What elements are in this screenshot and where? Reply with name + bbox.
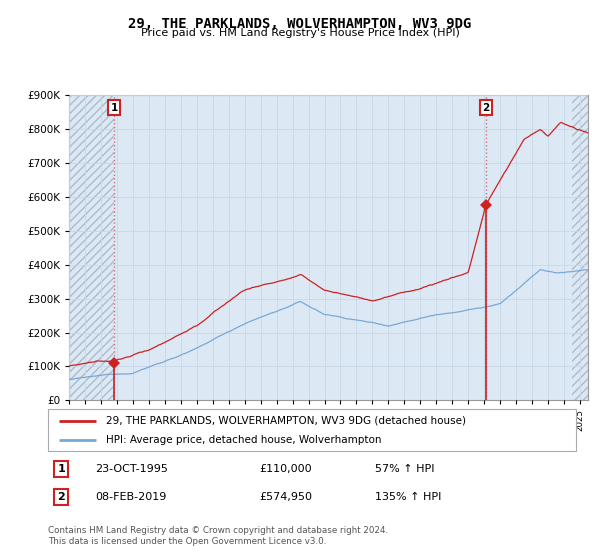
Bar [69, 95, 114, 400]
Text: 1: 1 [58, 464, 65, 474]
Text: Price paid vs. HM Land Registry's House Price Index (HPI): Price paid vs. HM Land Registry's House … [140, 28, 460, 38]
Text: 23-OCT-1995: 23-OCT-1995 [95, 464, 169, 474]
Text: 57% ↑ HPI: 57% ↑ HPI [376, 464, 435, 474]
Text: 2: 2 [482, 103, 490, 113]
Text: Contains HM Land Registry data © Crown copyright and database right 2024.
This d: Contains HM Land Registry data © Crown c… [48, 526, 388, 546]
Text: 135% ↑ HPI: 135% ↑ HPI [376, 492, 442, 502]
Bar [572, 95, 588, 400]
Text: 2: 2 [58, 492, 65, 502]
Text: £574,950: £574,950 [259, 492, 312, 502]
Text: HPI: Average price, detached house, Wolverhampton: HPI: Average price, detached house, Wolv… [106, 435, 382, 445]
Text: £110,000: £110,000 [259, 464, 312, 474]
Text: 29, THE PARKLANDS, WOLVERHAMPTON, WV3 9DG: 29, THE PARKLANDS, WOLVERHAMPTON, WV3 9D… [128, 17, 472, 31]
FancyBboxPatch shape [48, 409, 576, 451]
Text: 1: 1 [110, 103, 118, 113]
Text: 08-FEB-2019: 08-FEB-2019 [95, 492, 167, 502]
Text: 29, THE PARKLANDS, WOLVERHAMPTON, WV3 9DG (detached house): 29, THE PARKLANDS, WOLVERHAMPTON, WV3 9D… [106, 416, 466, 426]
